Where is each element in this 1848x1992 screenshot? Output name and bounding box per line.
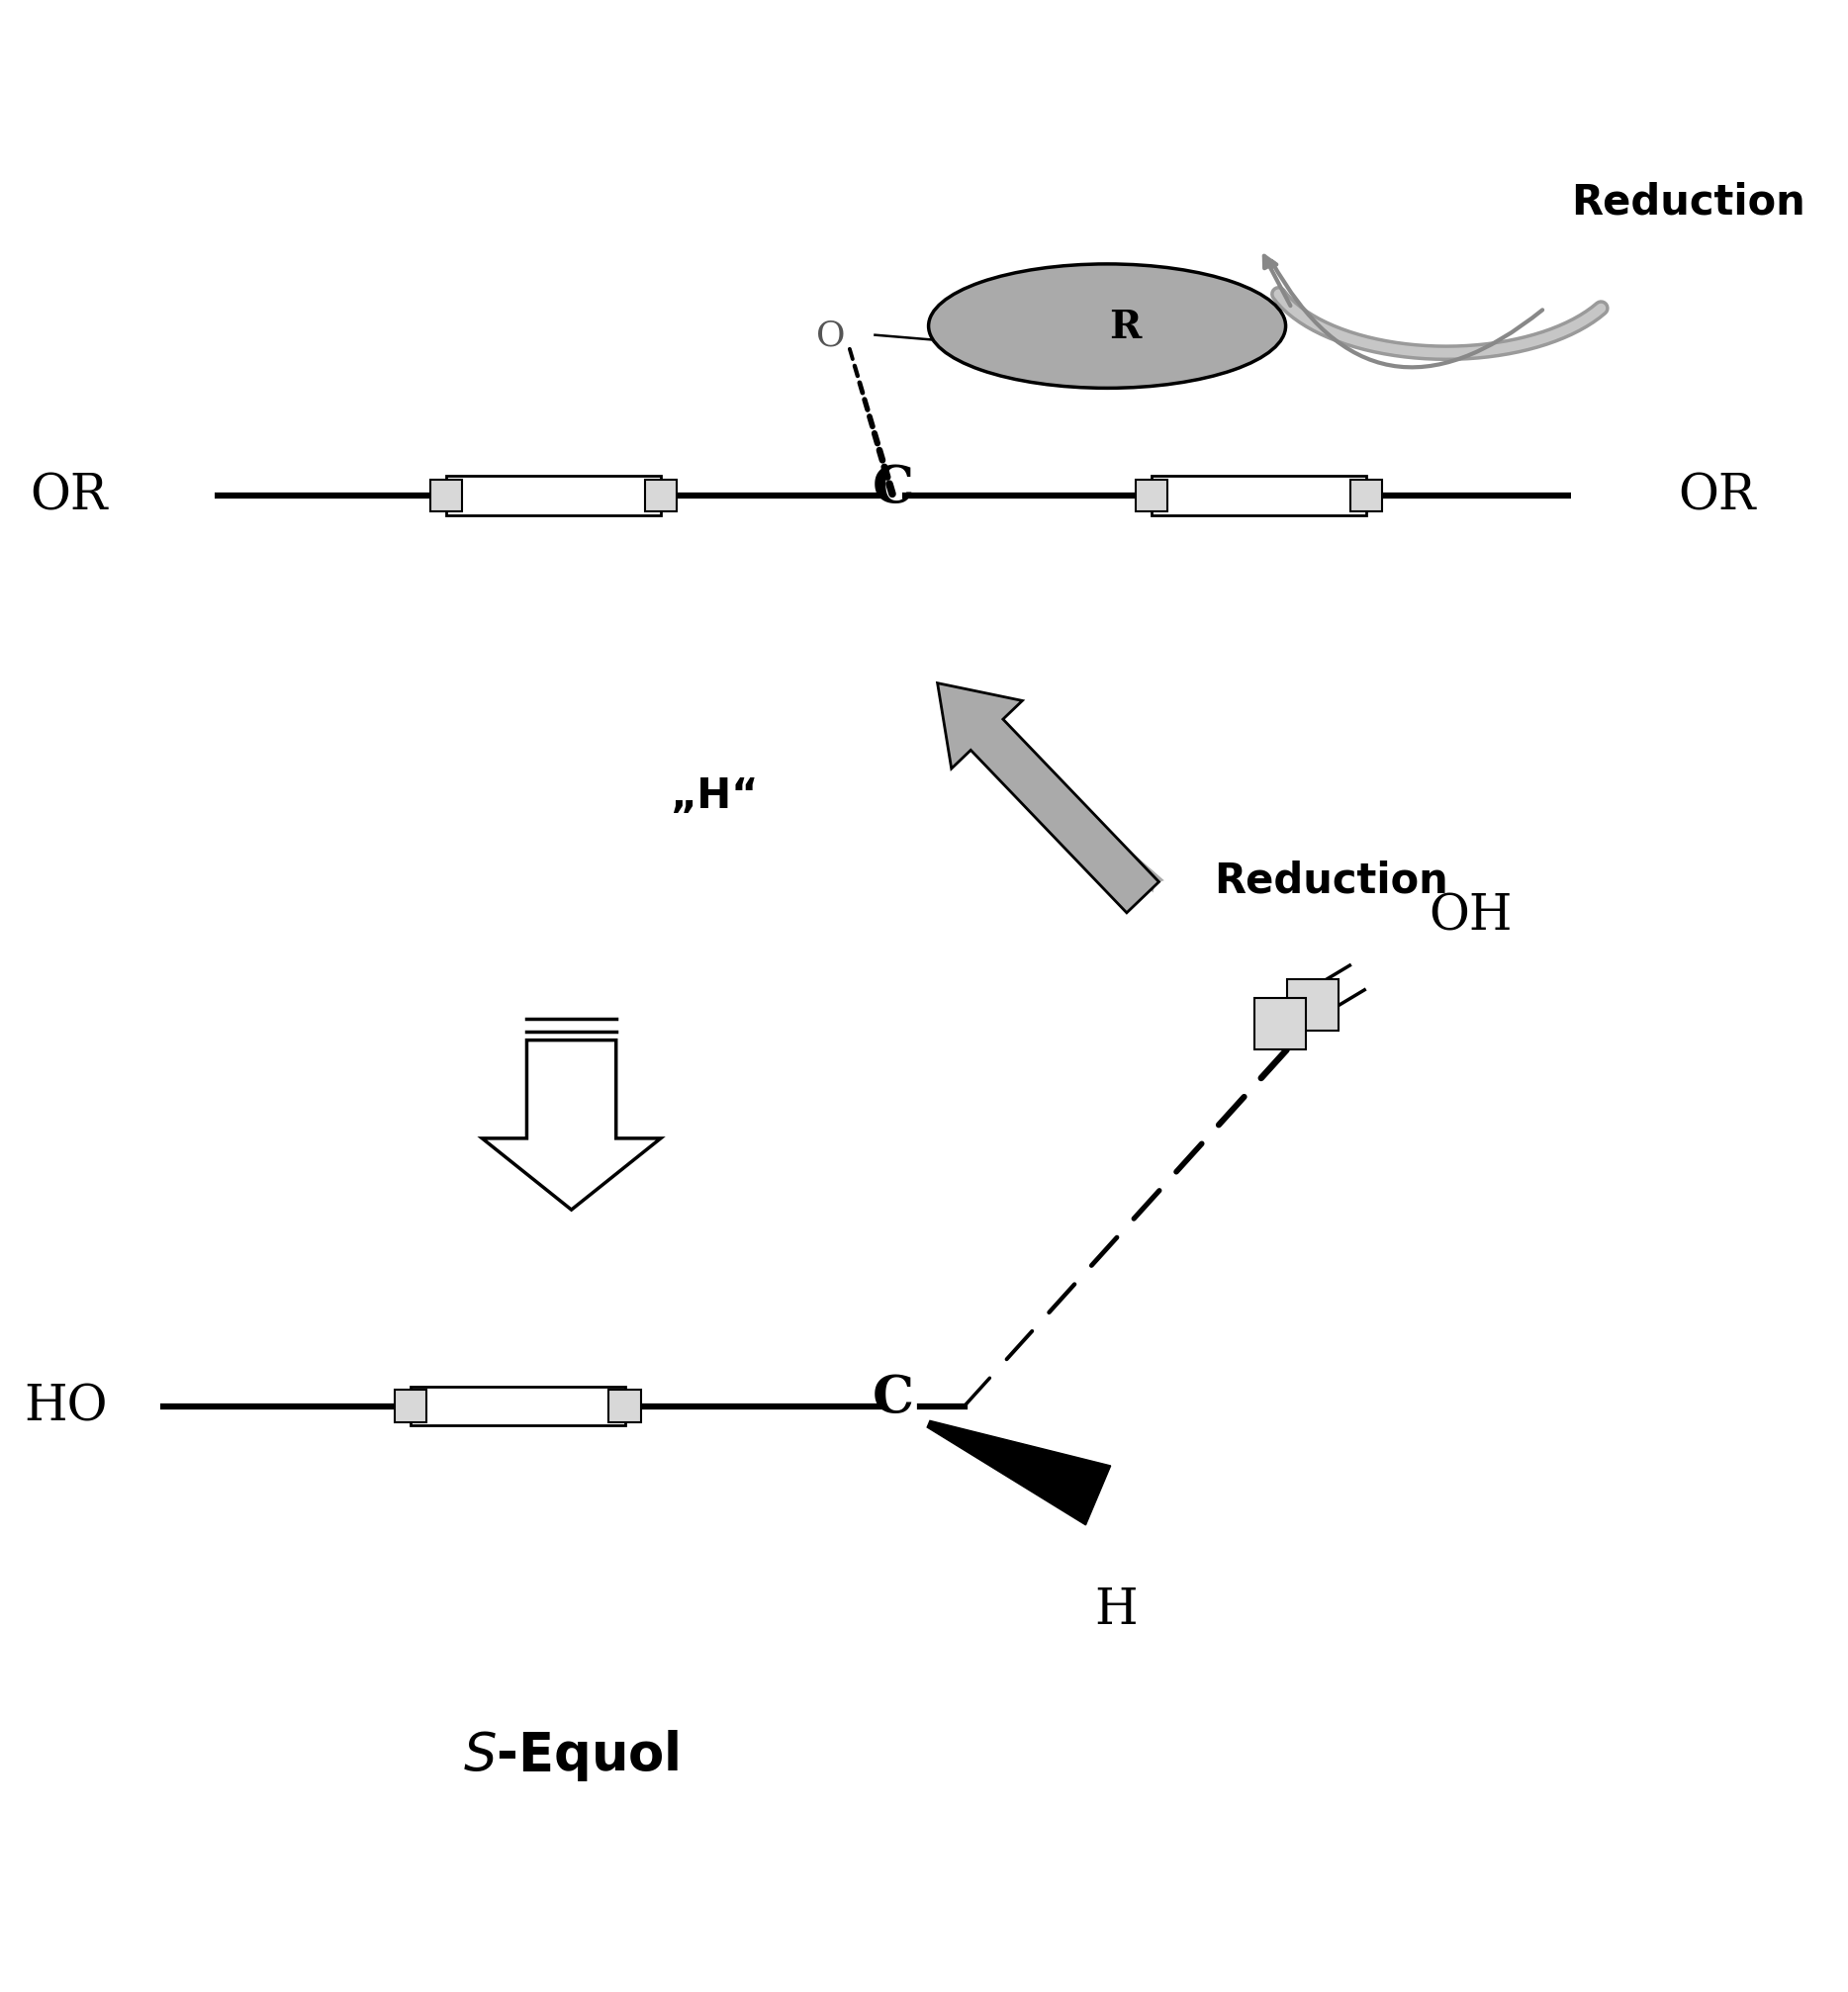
Text: OR: OR [30,472,107,520]
Text: Reduction: Reduction [1571,181,1805,223]
Text: R: R [1109,309,1140,347]
Bar [410,1386,625,1426]
Text: C: C [872,1372,913,1422]
Bar [447,476,662,516]
Bar [1137,480,1168,512]
Text: H: H [1094,1586,1138,1633]
Text: HO: HO [24,1382,107,1430]
Bar [431,480,462,512]
Polygon shape [937,683,1159,912]
Text: $\it{S}$-Equol: $\it{S}$-Equol [464,1727,680,1783]
Text: „H“: „H“ [671,775,758,817]
Bar [395,1390,427,1422]
Bar [1349,480,1382,512]
Bar [1286,980,1338,1030]
Bar [645,480,676,512]
Bar [1151,476,1366,516]
Polygon shape [482,1040,662,1209]
Text: OR: OR [1678,472,1756,520]
Ellipse shape [928,265,1286,388]
Bar [1255,998,1305,1050]
Text: O: O [815,319,845,353]
Bar [608,1390,641,1422]
Polygon shape [928,1420,1111,1526]
Text: Reduction: Reduction [1214,859,1449,900]
Text: C: C [872,462,913,512]
Text: OH: OH [1429,890,1512,940]
